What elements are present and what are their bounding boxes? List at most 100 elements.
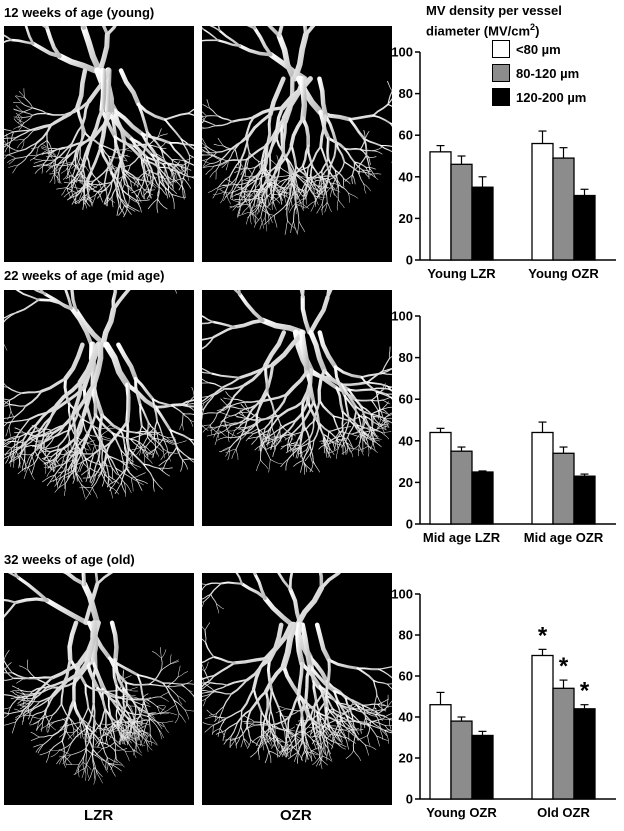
vessel-segment — [146, 741, 148, 752]
vessel-segment — [148, 199, 157, 209]
vessel-segment — [178, 666, 180, 677]
vessel-segment — [361, 724, 362, 734]
vessel-segment — [213, 322, 234, 327]
vessel-segment — [20, 455, 27, 466]
vessel-segment — [33, 717, 41, 719]
vessel-segment — [130, 687, 138, 690]
vessel-segment — [358, 172, 364, 184]
vessel-segment — [7, 151, 19, 155]
vessel-segment — [279, 26, 291, 36]
vessel-segment — [311, 201, 315, 211]
vessel-segment — [5, 695, 18, 698]
bar — [574, 709, 595, 799]
vessel-segment — [159, 460, 168, 466]
vessel-segment — [134, 744, 137, 755]
vessel-segment — [10, 393, 22, 400]
vessel-segment — [202, 602, 204, 610]
vessel-segment — [275, 726, 276, 738]
vessel-segment — [257, 460, 261, 471]
vessel-segment — [24, 131, 34, 140]
vessel-segment — [46, 166, 53, 172]
vessel-segment — [7, 155, 16, 159]
vessel-segment — [165, 113, 188, 119]
vessel-segment — [311, 166, 312, 181]
vessel-segment — [205, 725, 214, 732]
vessel-segment — [270, 459, 283, 464]
vessel-segment — [81, 485, 85, 498]
vessel-segment — [211, 683, 228, 685]
vessel-segment — [121, 71, 138, 105]
vessel-render-old-ozr — [202, 573, 392, 805]
vessel-segment — [59, 172, 60, 183]
vessel-segment — [352, 175, 353, 184]
bar — [532, 656, 553, 800]
vessel-segment — [173, 290, 177, 293]
vessel-segment — [359, 165, 360, 174]
vessel-segment — [92, 488, 97, 499]
vessel-segment — [285, 747, 294, 751]
vessel-segment — [107, 26, 125, 34]
vessel-segment — [24, 115, 33, 123]
vessel-segment — [369, 157, 377, 158]
vessel-segment — [132, 478, 144, 485]
vessel-segment — [4, 688, 5, 694]
vessel-segment — [95, 749, 102, 756]
vessel-segment — [138, 675, 164, 683]
vessel-segment — [4, 419, 7, 423]
vessel-segment — [174, 700, 185, 710]
vessel-segment — [103, 309, 114, 344]
vessel-segment — [303, 290, 307, 297]
vessel-segment — [349, 193, 350, 202]
y-tick-label: 100 — [391, 45, 413, 60]
vessel-segment — [389, 719, 391, 729]
vessel-segment — [265, 751, 269, 763]
vessel-segment — [202, 622, 205, 630]
vessel-segment — [265, 218, 267, 231]
vessel-segment — [40, 735, 53, 737]
vessel-segment — [210, 413, 217, 425]
row-title-young: 12 weeks of age (young) — [4, 5, 154, 20]
bar — [451, 721, 472, 799]
vessel-segment — [363, 704, 378, 705]
vessel-segment — [192, 177, 194, 185]
vessel-segment — [105, 709, 117, 722]
vessel-segment — [193, 695, 194, 706]
vessel-segment — [261, 712, 262, 729]
vessel-segment — [158, 199, 168, 209]
vessel-segment — [5, 669, 14, 678]
image-old-lzr — [4, 573, 194, 805]
vessel-segment — [58, 573, 85, 584]
vessel-segment — [181, 460, 183, 471]
vessel-segment — [101, 759, 108, 772]
vessel-segment — [66, 764, 79, 765]
vessel-render-young-lzr — [4, 26, 194, 262]
vessel-segment — [84, 446, 87, 454]
vessel-segment — [374, 695, 377, 707]
vessel-segment — [112, 468, 113, 478]
vessel-segment — [202, 657, 214, 663]
vessel-segment — [145, 455, 153, 463]
vessel-segment — [182, 684, 193, 695]
vessel-segment — [126, 683, 149, 685]
vessel-segment — [28, 26, 47, 28]
vessel-segment — [314, 423, 319, 440]
vessel-segment — [162, 723, 169, 733]
vessel-segment — [390, 397, 392, 405]
bar — [553, 688, 574, 799]
vessel-segment — [160, 713, 169, 714]
vessel-segment — [101, 709, 106, 724]
vessel-segment — [360, 139, 365, 150]
vessel-segment — [285, 221, 288, 235]
vessel-segment — [335, 367, 361, 377]
vessel-segment — [220, 728, 225, 737]
vessel-segment — [108, 763, 115, 776]
vessel-segment — [4, 405, 10, 407]
vessel-segment — [349, 448, 353, 457]
vessel-segment — [266, 691, 268, 716]
vessel-segment — [211, 594, 217, 604]
vessel-segment — [258, 749, 259, 760]
vessel-segment — [179, 714, 186, 723]
vessel-segment — [299, 742, 304, 748]
vessel-segment — [325, 189, 327, 202]
vessel-segment — [261, 729, 262, 741]
